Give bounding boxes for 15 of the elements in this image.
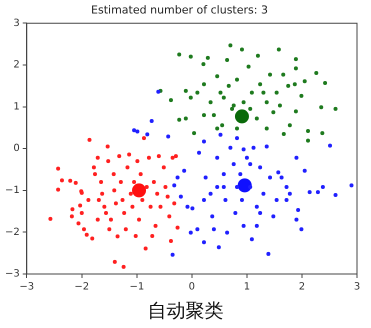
- x-tick-label: 0: [188, 282, 196, 293]
- x-tick-label: 1: [244, 282, 250, 293]
- y-tick-label: −1: [4, 184, 20, 196]
- y-tick-label: 3: [13, 18, 20, 29]
- y-tick-label: 1: [13, 101, 20, 112]
- y-tick-label: −2: [4, 226, 20, 238]
- y-tick-label: −3: [4, 268, 20, 280]
- x-tick-label: 3: [354, 282, 360, 293]
- chart-title: Estimated number of clusters: 3: [91, 3, 268, 16]
- y-tick-label: 0: [13, 143, 20, 154]
- x-tick-label: −1: [129, 282, 144, 293]
- x-tick-label: −2: [74, 282, 90, 293]
- x-tick-label: 2: [298, 282, 306, 293]
- text: 自动聚类: [146, 299, 224, 324]
- y-tick-label: 2: [13, 60, 20, 71]
